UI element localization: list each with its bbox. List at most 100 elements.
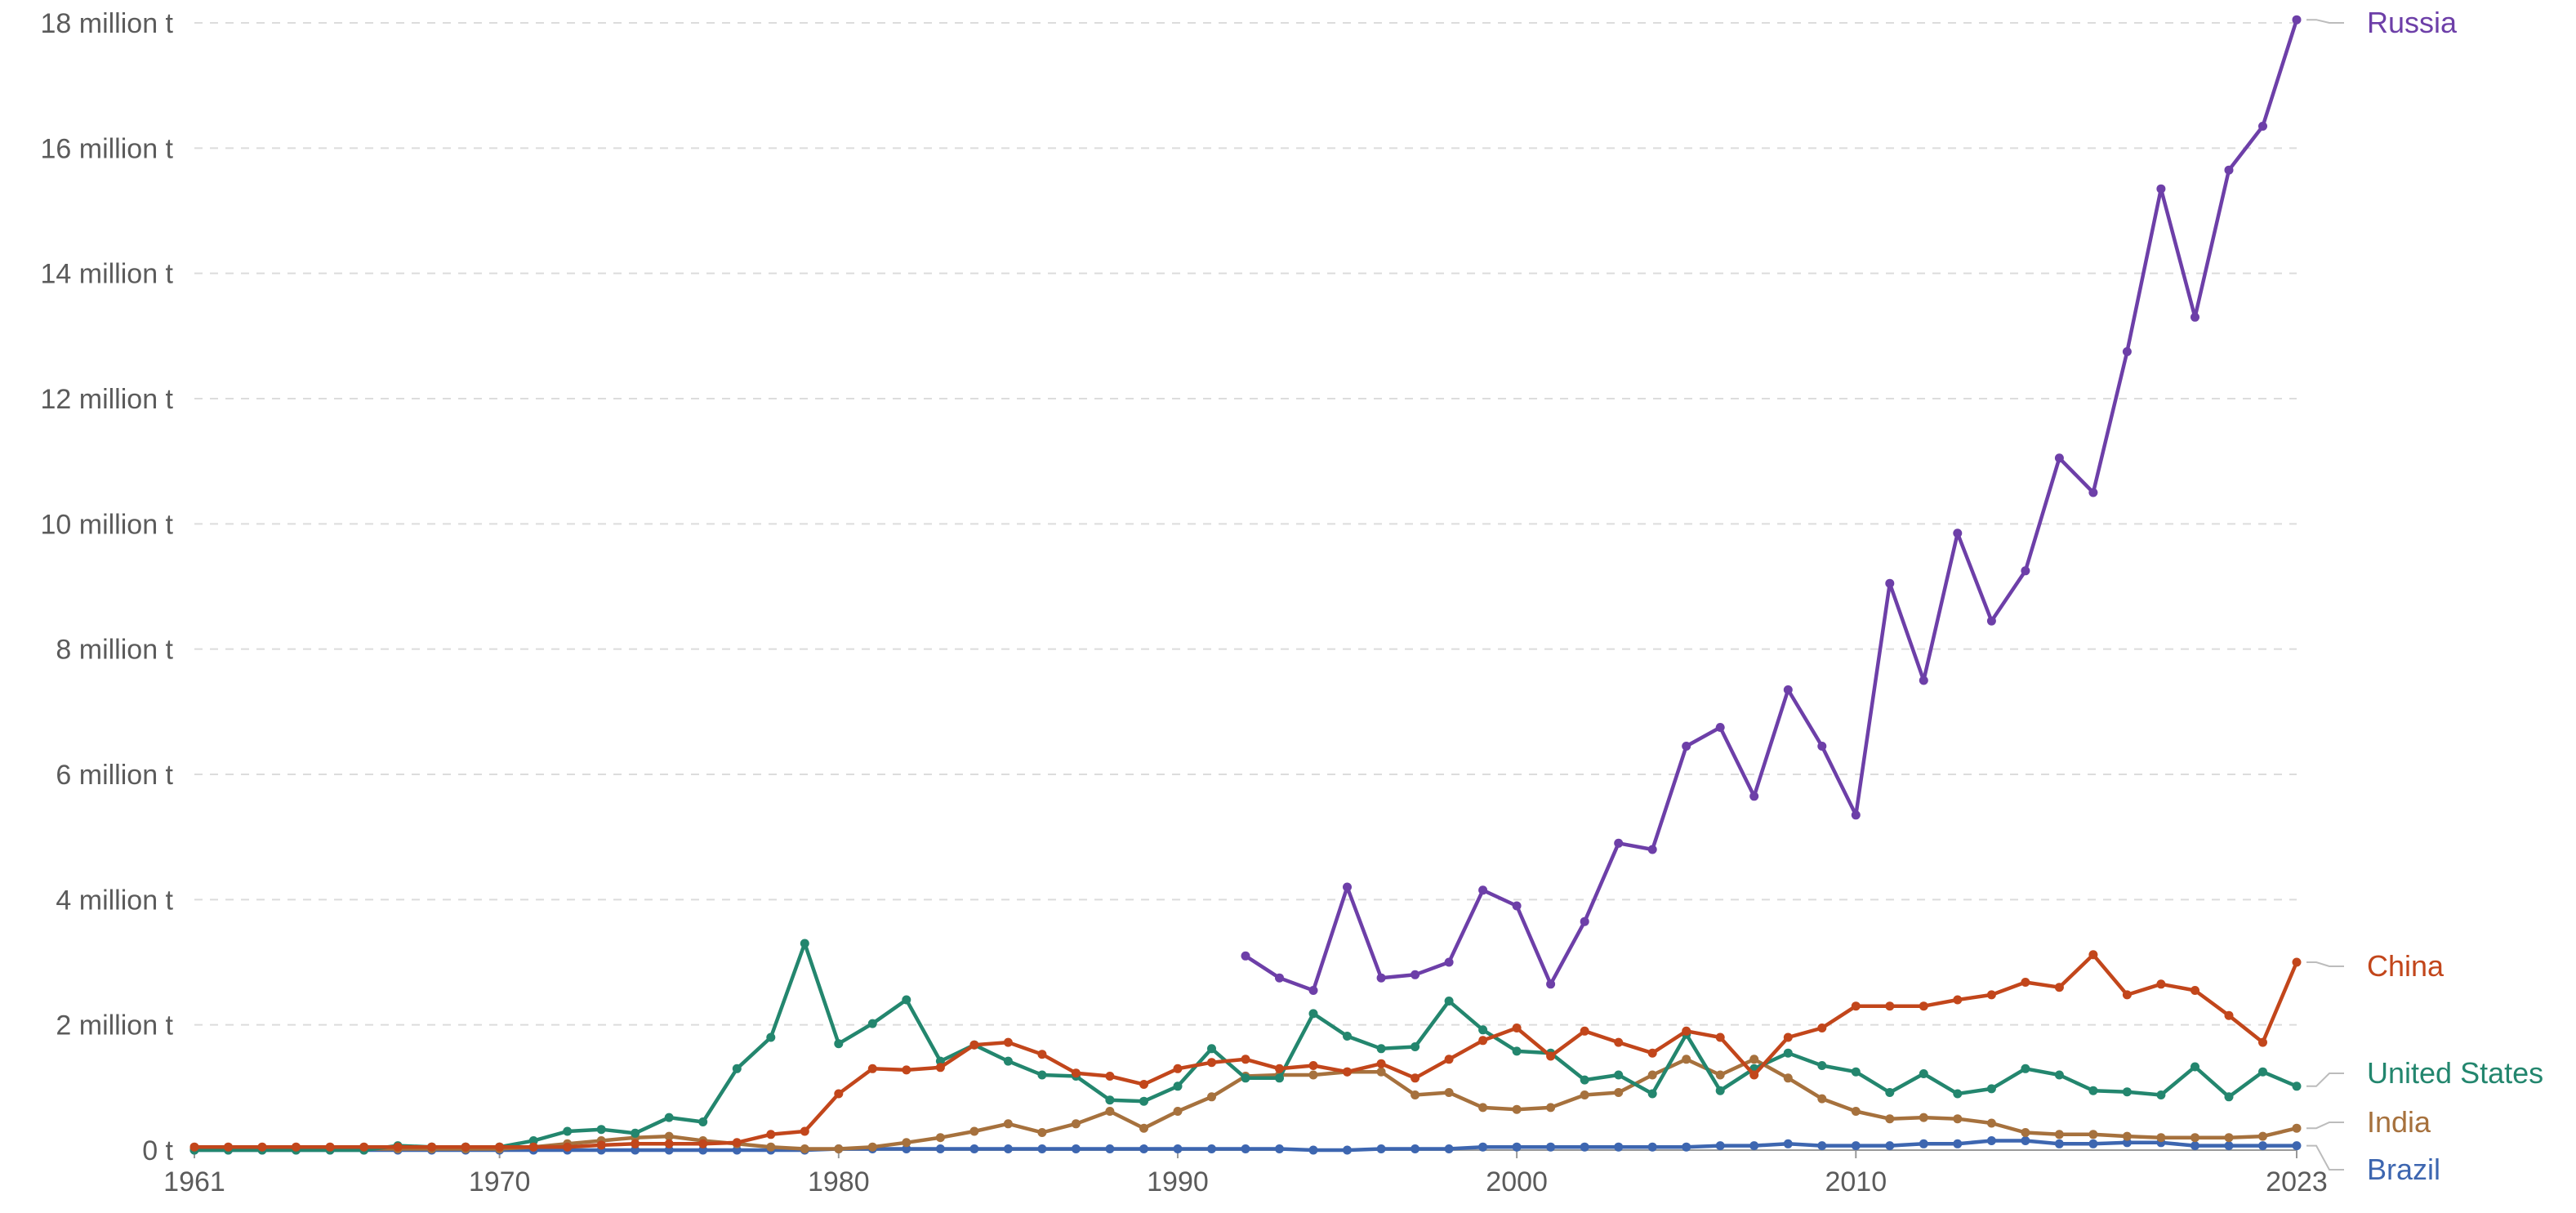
series-label-united-states: United States (2367, 1056, 2543, 1090)
data-point-russia (2122, 347, 2132, 356)
data-point-india (1986, 1118, 1996, 1128)
data-point-india (2190, 1133, 2199, 1143)
data-point-russia (1478, 885, 1488, 895)
data-point-china (1512, 1023, 1522, 1032)
data-point-brazil (1986, 1136, 1996, 1145)
data-point-china (224, 1142, 233, 1152)
data-point-brazil (1478, 1142, 1488, 1152)
data-point-china (189, 1142, 199, 1152)
data-point-brazil (2190, 1141, 2199, 1151)
data-point-india (1376, 1067, 1386, 1077)
data-point-brazil (2258, 1141, 2267, 1151)
data-point-russia (2224, 165, 2234, 175)
data-point-india (1444, 1088, 1454, 1097)
data-point-united-states (1444, 997, 1454, 1006)
data-point-china (1885, 1001, 1895, 1011)
data-point-india (2258, 1131, 2267, 1141)
data-point-india (1715, 1070, 1725, 1080)
data-point-brazil (1953, 1139, 1963, 1148)
data-point-united-states (935, 1056, 945, 1066)
data-point-brazil (1207, 1144, 1216, 1153)
x-tick-label: 1970 (469, 1166, 531, 1197)
data-point-china (1139, 1080, 1148, 1089)
data-point-brazil (2224, 1141, 2234, 1151)
data-point-china (359, 1142, 369, 1152)
data-point-united-states (834, 1039, 844, 1049)
data-point-india (1647, 1070, 1657, 1080)
data-point-brazil (969, 1144, 979, 1153)
series-label-india: India (2367, 1105, 2431, 1139)
data-point-india (1851, 1107, 1861, 1116)
data-point-india (902, 1138, 911, 1148)
data-point-brazil (1851, 1141, 1861, 1151)
series-line-russia (1244, 19, 2299, 992)
y-tick-label: 8 million t (56, 635, 173, 666)
y-tick-label: 6 million t (56, 760, 173, 791)
data-point-united-states (1986, 1084, 1996, 1094)
data-point-india (800, 1144, 809, 1153)
data-point-china (2122, 990, 2132, 1000)
data-point-united-states (902, 995, 911, 1005)
data-point-china (1953, 995, 1963, 1005)
data-point-china (1546, 1051, 1556, 1061)
y-tick-label: 0 t (142, 1135, 173, 1166)
data-point-india (1512, 1104, 1522, 1114)
data-point-brazil (664, 1145, 674, 1155)
x-tick-label: 2000 (1486, 1166, 1548, 1197)
y-tick-label: 10 million t (40, 509, 173, 540)
data-point-india (867, 1142, 877, 1152)
y-tick-label: 18 million t (40, 8, 173, 39)
data-point-russia (1343, 882, 1352, 892)
data-point-united-states (1411, 1042, 1420, 1051)
data-point-india (1478, 1103, 1488, 1113)
data-point-china (935, 1063, 945, 1073)
data-point-india (1817, 1094, 1827, 1104)
data-point-brazil (1682, 1142, 1691, 1152)
data-point-brazil (1749, 1141, 1759, 1151)
y-tick-label: 14 million t (40, 259, 173, 290)
data-point-united-states (732, 1064, 742, 1073)
data-point-china (2156, 979, 2166, 989)
data-point-india (1546, 1103, 1556, 1113)
data-point-united-states (1105, 1095, 1115, 1105)
data-point-china (1105, 1072, 1115, 1081)
data-point-china (867, 1064, 877, 1073)
data-point-united-states (1343, 1032, 1352, 1041)
data-point-united-states (2224, 1092, 2234, 1102)
data-point-russia (1919, 676, 1928, 685)
data-point-china (528, 1142, 538, 1152)
data-point-brazil (1411, 1144, 1420, 1153)
series-label-brazil: Brazil (2367, 1153, 2440, 1186)
data-point-russia (1411, 970, 1420, 979)
x-axis: 1961 1970 1980 1990 2000 2010 2023 (163, 1149, 2328, 1197)
data-point-brazil (2088, 1139, 2098, 1148)
data-point-china (1003, 1037, 1013, 1047)
data-point-brazil (1343, 1145, 1352, 1155)
data-point-united-states (1614, 1070, 1624, 1080)
data-point-china (1851, 1001, 1861, 1011)
data-point-china (2088, 950, 2098, 960)
data-point-united-states (2122, 1087, 2132, 1097)
data-point-china (325, 1142, 335, 1152)
data-point-brazil (1715, 1141, 1725, 1151)
y-tick-label: 16 million t (40, 133, 173, 164)
data-point-china (2258, 1037, 2267, 1047)
data-point-china (766, 1130, 776, 1139)
data-point-india (1207, 1092, 1216, 1102)
data-point-brazil (1275, 1144, 1284, 1153)
data-point-china (631, 1139, 640, 1148)
data-point-united-states (867, 1019, 877, 1028)
data-point-india (1071, 1119, 1081, 1129)
data-point-india (1885, 1114, 1895, 1124)
data-point-united-states (1783, 1048, 1793, 1058)
data-point-india (1614, 1088, 1624, 1097)
series-china (189, 950, 2302, 1152)
data-point-brazil (1105, 1144, 1115, 1153)
label-connector-brazil (2306, 1144, 2344, 1171)
data-point-india (1919, 1113, 1928, 1122)
data-point-united-states (1817, 1061, 1827, 1070)
data-point-russia (1647, 845, 1657, 854)
data-point-russia (1546, 979, 1556, 989)
data-point-china (1986, 990, 1996, 1000)
